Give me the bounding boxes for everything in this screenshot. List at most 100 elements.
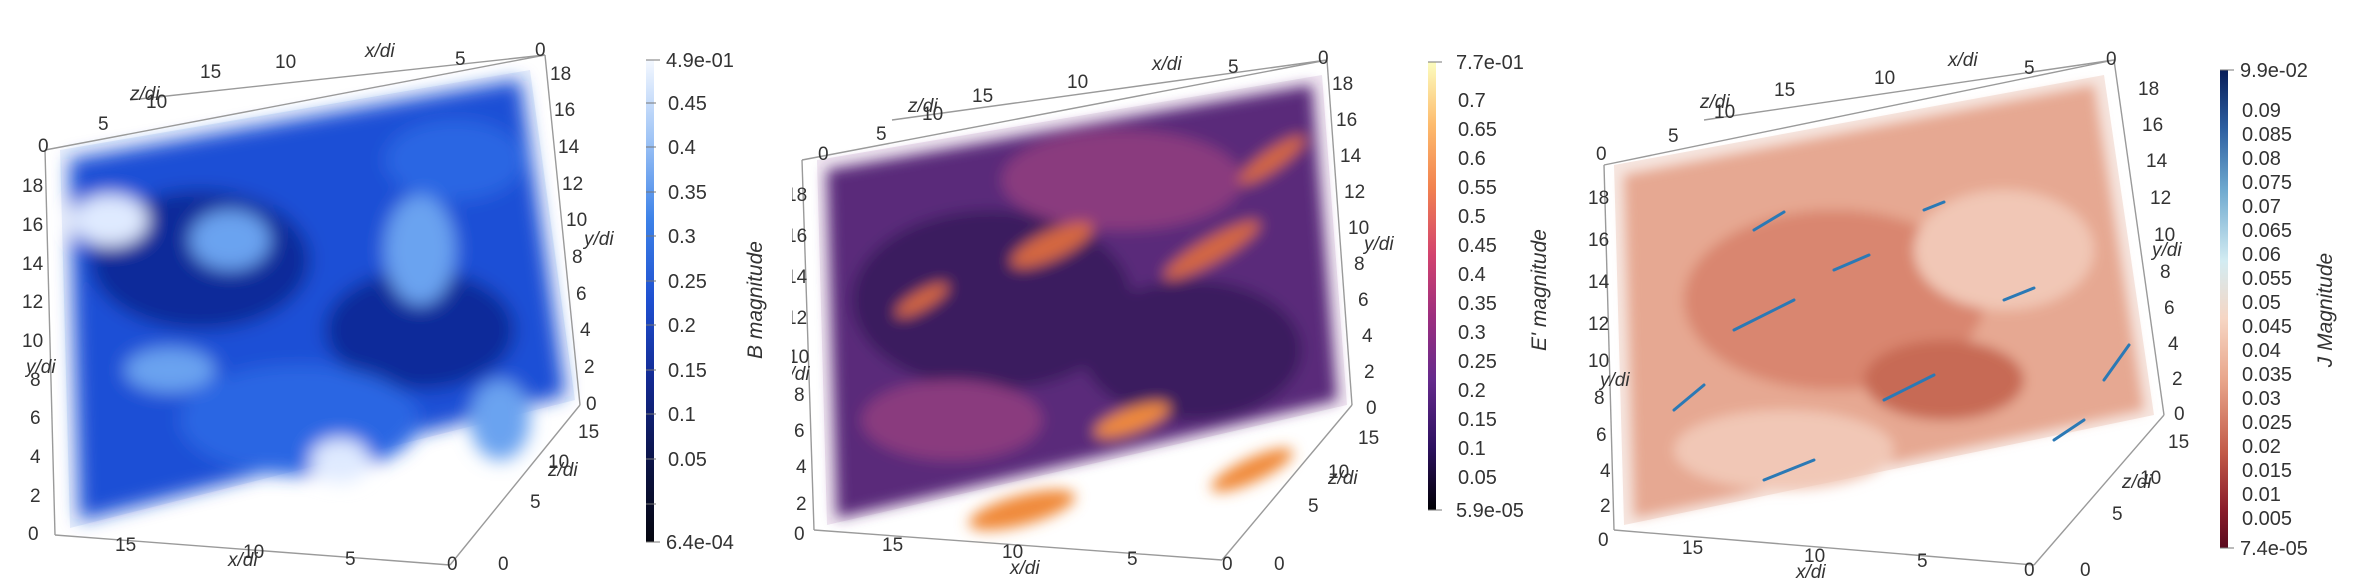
- tick-label: 12: [1344, 182, 1365, 203]
- colorbar-tick: 0.09: [2242, 100, 2281, 122]
- volume-field: [827, 85, 1337, 531]
- tick-label: 14: [22, 254, 44, 275]
- tick-label: 0: [1366, 398, 1377, 419]
- y-axis-title: y/di: [2150, 240, 2182, 261]
- colorbar-tick: 0.01: [2242, 484, 2281, 506]
- tick-label: 10: [1067, 72, 1088, 93]
- tick-label: 10: [1002, 542, 1023, 563]
- tick-label: 8: [572, 247, 583, 268]
- tick-label: 4: [580, 320, 591, 341]
- colorbar-tick: 0.35: [668, 182, 707, 204]
- tick-label: 5: [98, 114, 109, 135]
- axis-left-y: 0 2 4 6 8 10 12 14 16 18 y/di: [22, 176, 56, 545]
- tick-label: 18: [2138, 79, 2159, 100]
- tick-label: 5: [1127, 549, 1138, 570]
- axis-bottom: 15 10 5 0 x/di 15 10 5 0 z/di: [1682, 432, 2189, 583]
- colorbar-min-label: 6.4e-04: [666, 532, 734, 554]
- colorbar-tick: 0.075: [2242, 172, 2292, 194]
- tick-label: 14: [1588, 272, 1610, 293]
- y-axis-title: y/di: [1598, 370, 1630, 391]
- colorbar-tick: 0.03: [2242, 388, 2281, 410]
- panel-e-magnitude: 0 2 4 6 8 10 12 14 16 18 y/di 0 2 4 6 8 …: [792, 0, 1584, 586]
- tick-label: 10: [1714, 102, 1735, 123]
- colorbar-tick: 0.005: [2242, 508, 2292, 530]
- colorbar-tick: 0.045: [2242, 316, 2292, 338]
- tick-label: 10: [1804, 546, 1825, 567]
- axis-bottom: 15 10 5 0 x/di 15 10 5 0 z/di: [115, 422, 599, 575]
- tick-label: 18: [1588, 188, 1609, 209]
- tick-label: 8: [794, 385, 805, 406]
- tick-label: 0: [498, 554, 509, 575]
- colorbar-min-label: 5.9e-05: [1456, 500, 1524, 522]
- tick-label: 6: [576, 284, 587, 305]
- colorbar-tick: 0.3: [668, 226, 696, 248]
- colorbar-j: 9.9e-02 0.09 0.085 0.08 0.075 0.07 0.065…: [2220, 60, 2337, 560]
- tick-label: 6: [30, 408, 41, 429]
- tick-label: 18: [792, 185, 807, 206]
- tick-label: 2: [30, 486, 41, 507]
- tick-label: 10: [1328, 462, 1349, 483]
- colorbar-tick: 0.07: [2242, 196, 2281, 218]
- x-axis-title: x/di: [1009, 558, 1040, 579]
- z-axis-title: z/di: [1327, 468, 1358, 489]
- tick-label: 15: [1682, 538, 1703, 559]
- colorbar-tick: 0.45: [1458, 235, 1497, 257]
- axis-right-y: 0 2 4 6 8 10 12 14 16 18 y/di: [1332, 74, 1394, 419]
- colorbar-tick: 0.1: [1458, 438, 1486, 460]
- tick-label: 12: [792, 308, 807, 329]
- tick-label: 4: [1600, 461, 1611, 482]
- tick-label: 5: [530, 492, 541, 513]
- tick-label: 12: [1588, 314, 1609, 335]
- tick-label: 4: [30, 447, 41, 468]
- tick-label: 2: [1364, 362, 1375, 383]
- tick-label: 0: [2174, 404, 2185, 425]
- colorbar-tick: 0.6: [1458, 148, 1486, 170]
- tick-label: 10: [2140, 468, 2161, 489]
- colorbar-b: 4.9e-01 0.45 0.4 0.35 0.3 0.25 0.2 0.15 …: [646, 50, 767, 554]
- tick-label: 0: [447, 554, 458, 575]
- axis-bottom: 15 10 5 0 x/di 15 10 5 0 z/di: [882, 428, 1379, 579]
- colorbar-tick: 0.05: [2242, 292, 2281, 314]
- tick-label: 10: [2154, 225, 2175, 246]
- tick-label: 14: [792, 267, 808, 288]
- tick-label: 0: [2106, 49, 2117, 70]
- tick-label: 2: [1600, 496, 1611, 517]
- tick-label: 10: [146, 92, 167, 113]
- tick-label: 14: [1340, 146, 1362, 167]
- z-axis-title: z/di: [547, 460, 578, 481]
- x-axis-title: x/di: [364, 41, 395, 62]
- bounding-box: [1603, 59, 2165, 566]
- volume-field: [70, 80, 565, 520]
- tick-label: 8: [30, 370, 41, 391]
- colorbar-tick: 0.4: [668, 137, 696, 159]
- colorbar-max-label: 4.9e-01: [666, 50, 734, 72]
- colorbar-tick: 0.055: [2242, 268, 2292, 290]
- tick-label: 5: [1668, 126, 1679, 147]
- volume-render-e: 0 2 4 6 8 10 12 14 16 18 y/di 0 2 4 6 8 …: [792, 48, 1551, 579]
- tick-label: 0: [2024, 560, 2035, 581]
- current-sheets: [1672, 200, 2131, 482]
- panel-j-magnitude: 0 2 4 6 8 10 12 14 16 18 y/di 0 2 4 6 8 …: [1584, 0, 2376, 586]
- colorbar-tick: 0.025: [2242, 412, 2292, 434]
- colorbar-e: 7.7e-01 0.7 0.65 0.6 0.55 0.5 0.45 0.4 0…: [1428, 52, 1551, 522]
- tick-label: 16: [2142, 115, 2163, 136]
- tick-label: 12: [2150, 188, 2171, 209]
- tick-label: 2: [584, 357, 595, 378]
- tick-label: 16: [22, 215, 43, 236]
- colorbar-tick: 0.05: [668, 449, 707, 471]
- tick-label: 8: [1594, 388, 1605, 409]
- tick-label: 12: [562, 174, 583, 195]
- tick-label: 6: [1358, 290, 1369, 311]
- z-axis-title: z/di: [129, 84, 160, 105]
- tick-label: 2: [2172, 369, 2183, 390]
- colorbar-tick: 0.015: [2242, 460, 2292, 482]
- tick-label: 15: [578, 422, 599, 443]
- colorbar-tick: 0.1: [668, 404, 696, 426]
- colorbar-tick: 0.2: [668, 315, 696, 337]
- colorbar-tick: 0.25: [1458, 351, 1497, 373]
- colorbar-tick: 0.085: [2242, 124, 2292, 146]
- volume-field: [1624, 85, 2144, 518]
- colorbar-tick: 0.3: [1458, 322, 1486, 344]
- tick-label: 14: [558, 137, 580, 158]
- x-axis-title: x/di: [227, 550, 258, 571]
